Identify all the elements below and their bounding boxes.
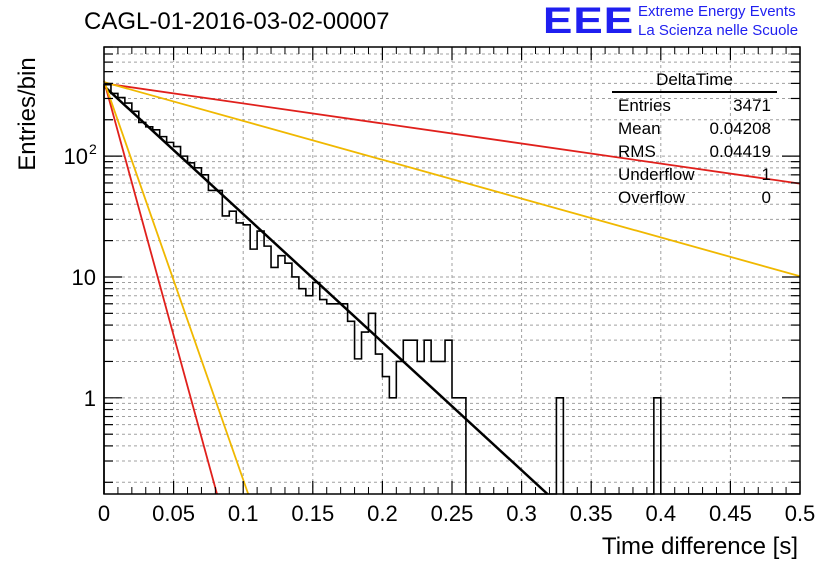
logo-line-2: La Scienza nelle Scuole — [638, 22, 799, 39]
fit-line — [103, 85, 549, 495]
stats-value: 0.04419 — [709, 142, 771, 161]
stats-label: RMS — [618, 142, 656, 161]
chart-title: CAGL-01-2016-03-02-00007 — [84, 8, 390, 35]
x-tick-label: 0.15 — [291, 501, 334, 526]
fit-line — [103, 80, 250, 495]
stats-row-mean: Mean 0.04208 — [612, 117, 777, 140]
stats-value: 3471 — [733, 96, 771, 115]
stats-label: Underflow — [618, 165, 695, 184]
axis-ticks — [103, 46, 801, 494]
fit-line — [103, 80, 218, 495]
x-tick-label: 0.5 — [785, 501, 816, 526]
eee-logo: EEE — [543, 0, 635, 42]
x-tick-label: 0.45 — [709, 501, 752, 526]
x-tick-label: 0 — [98, 501, 110, 526]
y-tick-label: 10 — [72, 265, 96, 290]
y-axis-label: Entries/bin — [14, 57, 41, 171]
stats-label: Mean — [618, 119, 661, 138]
x-tick-label: 0.25 — [431, 501, 474, 526]
x-tick-label: 0.3 — [506, 501, 537, 526]
logo-line-1: Extreme Energy Events — [638, 3, 796, 20]
stats-row-rms: RMS 0.04419 — [612, 140, 777, 163]
x-tick-label: 0.35 — [570, 501, 613, 526]
stats-box: DeltaTime Entries 3471 Mean 0.04208 RMS … — [612, 70, 777, 209]
y-tick-label: 1 — [84, 386, 96, 411]
x-tick-labels: 0 0.05 0.1 0.15 0.2 0.25 0.3 0.35 0.4 0.45 0.5 — [98, 501, 815, 526]
x-tick-label: 0.05 — [152, 501, 195, 526]
stats-title: DeltaTime — [612, 70, 777, 93]
fit-curves — [103, 80, 801, 495]
x-axis-label: Time difference [s] — [601, 533, 798, 560]
grid-lines — [104, 46, 800, 494]
y-tick-label: 10 — [64, 144, 88, 169]
fit-line — [103, 82, 801, 185]
stats-value: 1 — [761, 165, 771, 184]
x-tick-label: 0.1 — [228, 501, 259, 526]
stats-row-entries: Entries 3471 — [612, 94, 777, 117]
fit-line — [103, 81, 801, 278]
stats-row-underflow: Underflow 1 — [612, 163, 777, 186]
stats-value: 0.04208 — [709, 119, 771, 138]
stats-value: 0 — [761, 188, 771, 207]
stats-label: Overflow — [618, 188, 686, 207]
stats-row-overflow: Overflow 0 — [612, 186, 777, 209]
stats-label: Entries — [618, 96, 671, 115]
y-tick-exponent: 2 — [89, 141, 97, 157]
x-tick-label: 0.2 — [367, 501, 398, 526]
x-tick-label: 0.4 — [646, 501, 677, 526]
